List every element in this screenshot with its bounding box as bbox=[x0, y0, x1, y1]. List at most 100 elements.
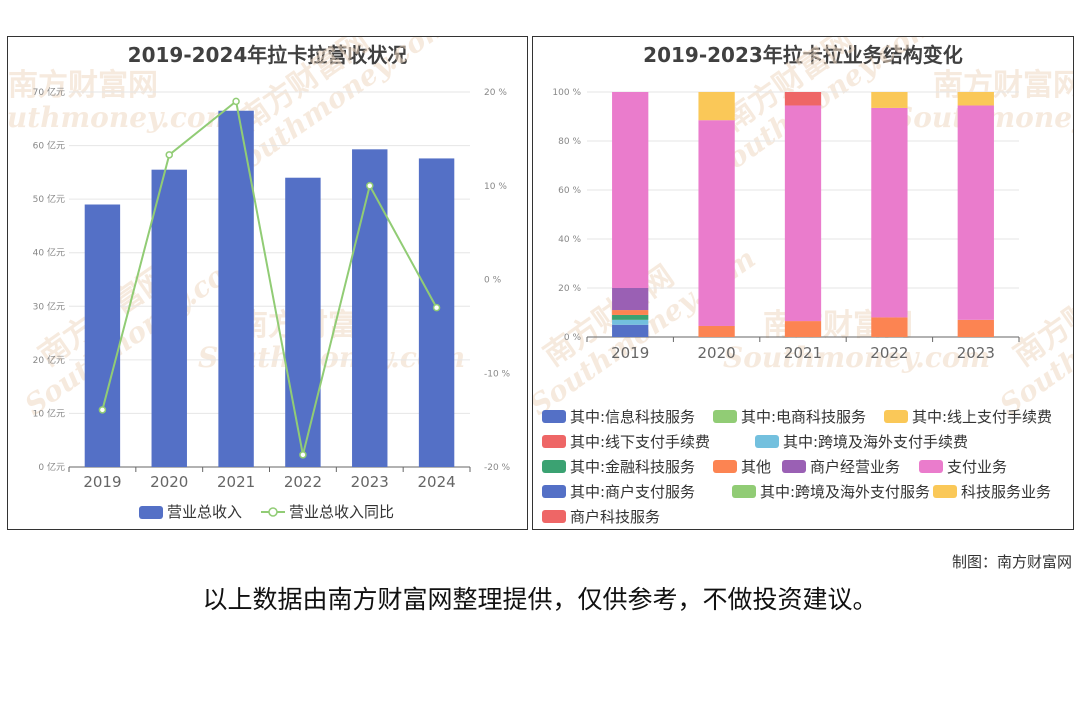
y-left-tick-label: 10 亿元 bbox=[33, 407, 65, 419]
y-tick-label: 100 % bbox=[552, 88, 581, 98]
legend-swatch bbox=[782, 460, 806, 473]
legend-label: 其中:金融科技服务 bbox=[570, 458, 695, 476]
x-tick-label: 2021 bbox=[784, 344, 822, 362]
legend-swatch bbox=[542, 410, 566, 423]
legend-label: 其中:线上支付手续费 bbox=[912, 408, 1052, 426]
revenue-bar bbox=[218, 110, 254, 467]
y-tick-label: 0 % bbox=[564, 333, 582, 343]
watermark-text-cn: 南方财富网 bbox=[8, 68, 158, 103]
x-tick-label: 2023 bbox=[351, 473, 389, 491]
yoy-point bbox=[366, 182, 374, 190]
legend-swatch-yoy-marker bbox=[268, 507, 278, 517]
legend-label: 其中:信息科技服务 bbox=[570, 408, 695, 426]
revenue-bar bbox=[151, 169, 187, 467]
stack-segment bbox=[612, 319, 649, 325]
yoy-point bbox=[165, 151, 173, 159]
x-tick-label: 2023 bbox=[957, 344, 995, 362]
revenue-chart-panel: 2019-2024年拉卡拉营收状况 南方财富网Southmoney.com南方财… bbox=[7, 36, 528, 530]
stack-segment bbox=[871, 92, 908, 108]
legend-label: 商户经营业务 bbox=[810, 458, 900, 476]
legend-label: 商户科技服务 bbox=[570, 508, 660, 526]
legend-label: 其中:跨境及海外支付手续费 bbox=[783, 433, 968, 451]
y-left-tick-label: 20 亿元 bbox=[33, 354, 65, 366]
revenue-bar bbox=[285, 177, 321, 467]
y-tick-label: 80 % bbox=[558, 137, 581, 147]
legend-swatch bbox=[542, 460, 566, 473]
chart-credit: 制图：南方财富网 bbox=[951, 553, 1072, 571]
legend-label: 科技服务业务 bbox=[961, 483, 1051, 501]
stack-segment bbox=[612, 288, 649, 311]
yoy-line bbox=[101, 99, 438, 456]
y-left-tick-label: 30 亿元 bbox=[33, 300, 65, 312]
stack-segment bbox=[871, 317, 908, 337]
y-left-tick-label: 50 亿元 bbox=[33, 193, 65, 205]
stack-segment bbox=[957, 319, 994, 337]
stack-segment bbox=[612, 324, 649, 337]
revenue-chart: 南方财富网Southmoney.com南方财富网Southmoney.com南方… bbox=[8, 37, 511, 521]
x-tick-label: 2024 bbox=[417, 473, 455, 491]
structure-chart-title: 2019-2023年拉卡拉业务结构变化 bbox=[643, 43, 963, 67]
legend-swatch bbox=[713, 460, 737, 473]
legend-swatch bbox=[713, 410, 737, 423]
stack-segment bbox=[784, 105, 822, 322]
yoy-point bbox=[98, 406, 107, 414]
legend-label-yoy: 营业总收入同比 bbox=[289, 503, 394, 521]
revenue-bar bbox=[418, 158, 455, 467]
y-right-tick-label: 0 % bbox=[484, 276, 502, 286]
legend-swatch bbox=[884, 410, 908, 423]
y-tick-label: 60 % bbox=[558, 186, 581, 196]
watermark-text-en: Southmoney.com bbox=[8, 101, 235, 134]
legend-label: 其中:线下支付手续费 bbox=[570, 433, 710, 451]
x-tick-label: 2020 bbox=[698, 344, 736, 362]
stack-segment bbox=[612, 310, 649, 315]
stack-segment bbox=[698, 325, 735, 337]
legend-label: 支付业务 bbox=[947, 458, 1007, 476]
legend-swatch bbox=[919, 460, 943, 473]
y-right-tick-label: -10 % bbox=[484, 369, 511, 379]
watermark-text-cn: 南方财富网 bbox=[933, 68, 1074, 103]
yoy-point bbox=[232, 97, 240, 106]
y-right-tick-label: 20 % bbox=[484, 88, 507, 98]
x-tick-label: 2022 bbox=[870, 344, 908, 362]
legend-label: 其中:商户支付服务 bbox=[570, 483, 695, 501]
y-left-tick-label: 0 亿元 bbox=[38, 461, 65, 473]
legend-label: 其中:电商科技服务 bbox=[741, 408, 866, 426]
legend-swatch bbox=[933, 485, 957, 498]
structure-chart: 南方财富网Southmoney.com南方财富网Southmoney.com南方… bbox=[533, 37, 1074, 526]
stack-segment bbox=[698, 120, 735, 326]
y-right-tick-label: -20 % bbox=[484, 463, 511, 473]
legend-label: 其他 bbox=[741, 458, 771, 476]
disclaimer-text: 以上数据由南方财富网整理提供，仅供参考，不做投资建议。 bbox=[202, 585, 878, 614]
structure-chart-panel: 2019-2023年拉卡拉业务结构变化 南方财富网Southmoney.com南… bbox=[532, 36, 1074, 530]
y-left-tick-label: 70 亿元 bbox=[33, 86, 65, 98]
x-tick-label: 2022 bbox=[284, 473, 322, 491]
yoy-point bbox=[299, 451, 307, 459]
stack-segment bbox=[957, 105, 994, 320]
x-tick-label: 2019 bbox=[83, 473, 121, 491]
stack-segment bbox=[784, 92, 822, 106]
y-left-tick-label: 40 亿元 bbox=[33, 247, 65, 259]
stack-segment bbox=[784, 321, 822, 337]
x-tick-label: 2021 bbox=[217, 473, 255, 491]
stack-segment bbox=[612, 314, 649, 320]
stack-segment bbox=[698, 92, 735, 121]
revenue-chart-title: 2019-2024年拉卡拉营收状况 bbox=[127, 43, 408, 67]
y-right-tick-label: 10 % bbox=[484, 182, 507, 192]
revenue-bar bbox=[352, 149, 388, 468]
legend-swatch bbox=[542, 435, 566, 448]
watermark-text-en: Southmoney.com bbox=[723, 341, 990, 374]
stack-segment bbox=[612, 92, 649, 288]
stack-segment bbox=[957, 92, 994, 106]
x-tick-label: 2020 bbox=[150, 473, 188, 491]
revenue-bar bbox=[84, 204, 121, 467]
legend-swatch bbox=[732, 485, 756, 498]
y-tick-label: 20 % bbox=[558, 284, 581, 294]
y-tick-label: 40 % bbox=[558, 235, 581, 245]
legend-swatch bbox=[542, 510, 566, 523]
legend-swatch-revenue bbox=[139, 506, 163, 519]
y-left-tick-label: 60 亿元 bbox=[33, 140, 65, 152]
legend-label-revenue: 营业总收入 bbox=[167, 503, 242, 521]
stack-segment bbox=[871, 107, 908, 318]
